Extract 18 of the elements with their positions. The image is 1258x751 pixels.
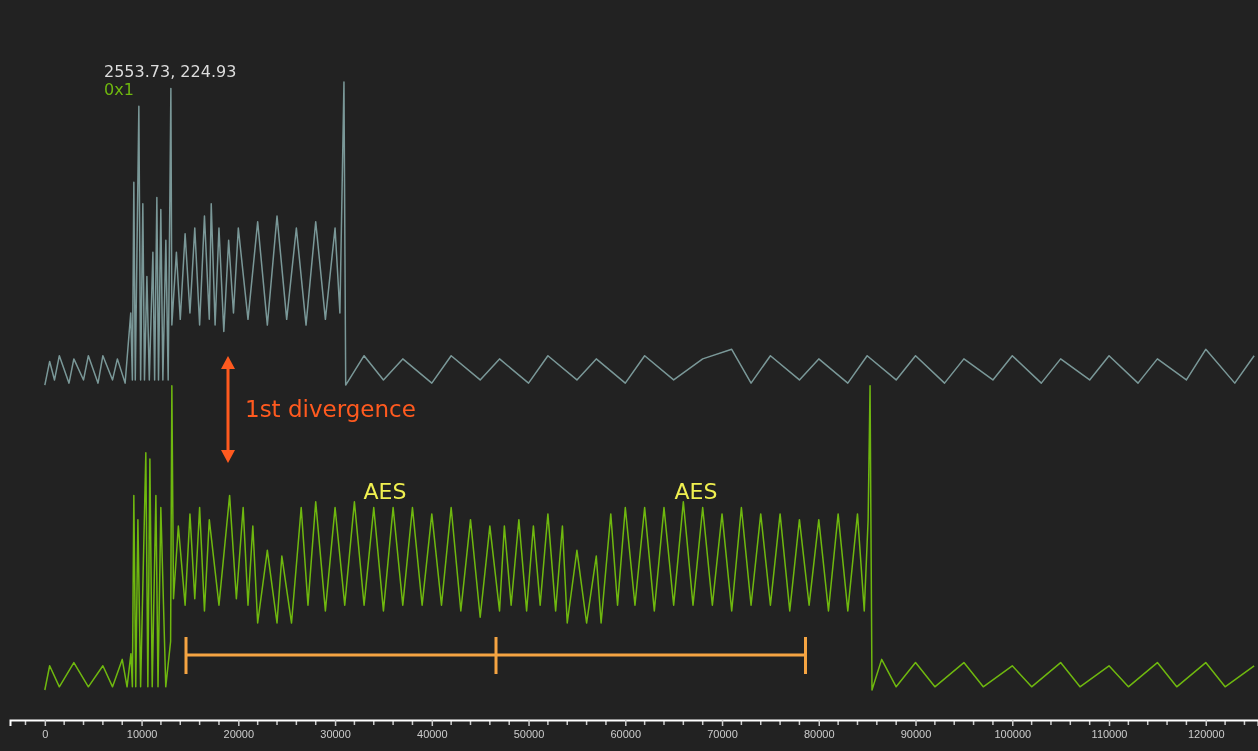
x-tick-label: 80000 [803,727,835,740]
x-tick-label: 30000 [320,727,351,740]
annotation: AES [674,479,718,504]
x-tick-label: 70000 [707,727,738,740]
text: 2553.73, 224.93 [104,62,237,81]
x-tick-label: 120000 [1187,727,1225,740]
x-tick-label: 60000 [610,727,642,740]
x-tick-label: 50000 [513,727,545,740]
x-tick-label: 0 [42,727,49,740]
x-tick-label: 10000 [126,727,158,740]
text: 0x1 [104,80,134,99]
x-tick-label: 40000 [417,727,448,740]
x-tick-label: 100000 [994,727,1032,740]
annotation: 1st divergence [245,396,416,422]
x-tick-label: 90000 [900,727,932,740]
x-tick-label: 110000 [1091,727,1128,740]
annotation: AES [363,479,407,504]
x-tick-label: 20000 [223,727,255,740]
